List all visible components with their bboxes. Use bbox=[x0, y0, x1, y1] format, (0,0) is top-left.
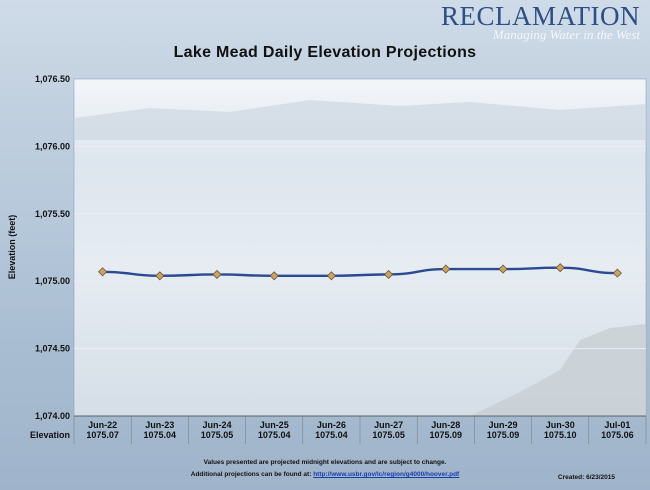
mountain-silhouette bbox=[74, 100, 646, 140]
data-value-label: 1075.06 bbox=[601, 430, 634, 440]
projections-link[interactable]: http://www.usbr.gov/lc/region/g4000/hoov… bbox=[313, 471, 460, 478]
brand-name: RECLAMATION bbox=[441, 1, 640, 31]
x-tick-label: Jun-28 bbox=[431, 420, 460, 430]
data-point bbox=[155, 271, 165, 281]
data-value-label: 1075.09 bbox=[430, 430, 463, 440]
footnote-additional-projections: Additional projections can be found at: … bbox=[0, 471, 650, 478]
data-point bbox=[269, 271, 279, 281]
footnote-values-note: Values presented are projected midnight … bbox=[203, 459, 447, 466]
data-point bbox=[612, 268, 622, 278]
data-value-label: 1075.04 bbox=[315, 430, 348, 440]
y-axis-title: Elevation (feet) bbox=[7, 215, 17, 280]
data-value-label: 1075.04 bbox=[144, 430, 177, 440]
x-tick-label: Jun-25 bbox=[260, 420, 289, 430]
y-tick-label: 1,075.00 bbox=[35, 276, 70, 286]
y-tick-label: 1,076.50 bbox=[35, 74, 70, 84]
x-tick-label: Jun-29 bbox=[488, 420, 517, 430]
x-tick-label: Jun-23 bbox=[145, 420, 174, 430]
data-point bbox=[212, 269, 222, 280]
x-tick-label: Jun-24 bbox=[202, 420, 231, 430]
chart-title: Lake Mead Daily Elevation Projections bbox=[173, 44, 477, 61]
y-tick-label: 1,076.00 bbox=[35, 141, 70, 151]
x-tick-label: Jul-01 bbox=[604, 420, 630, 430]
y-tick-label: 1,074.00 bbox=[35, 411, 70, 421]
data-point bbox=[498, 264, 508, 274]
data-table: ElevationJun-221075.07Jun-231075.04Jun-2… bbox=[30, 415, 647, 444]
data-value-label: 1075.05 bbox=[201, 430, 234, 440]
y-tick-label: 1,075.50 bbox=[35, 209, 70, 219]
series-markers bbox=[98, 263, 622, 281]
x-tick-label: Jun-30 bbox=[546, 420, 575, 430]
y-tick-label: 1,074.50 bbox=[35, 344, 70, 354]
data-point bbox=[98, 267, 108, 277]
data-value-label: 1075.09 bbox=[487, 430, 520, 440]
created-date: Created: 6/23/2015 bbox=[557, 474, 615, 481]
shoreline-shape bbox=[470, 324, 646, 416]
x-tick-label: Jun-27 bbox=[374, 420, 403, 430]
data-value-label: 1075.07 bbox=[86, 430, 119, 440]
brand-tagline: Managing Water in the West bbox=[492, 27, 640, 42]
data-value-label: 1075.04 bbox=[258, 430, 291, 440]
table-row-label: Elevation bbox=[30, 430, 70, 440]
x-tick-label: Jun-22 bbox=[88, 420, 117, 430]
data-point bbox=[555, 263, 565, 273]
y-axis-ticks: 1,074.00 1,074.50 1,075.00 1,075.50 1,076.00… bbox=[35, 74, 70, 421]
data-point bbox=[384, 269, 394, 280]
data-point bbox=[326, 271, 336, 281]
data-point bbox=[441, 264, 451, 274]
reclamation-logo[interactable]: RECLAMATION Managing Water in the West bbox=[441, 2, 640, 41]
grid-lines bbox=[74, 145, 646, 350]
series-line-elevation bbox=[102, 266, 618, 278]
data-value-label: 1075.10 bbox=[544, 430, 577, 440]
footnote-prefix: Additional projections can be found at: bbox=[190, 471, 314, 478]
x-tick-label: Jun-26 bbox=[317, 420, 346, 430]
data-value-label: 1075.05 bbox=[372, 430, 405, 440]
